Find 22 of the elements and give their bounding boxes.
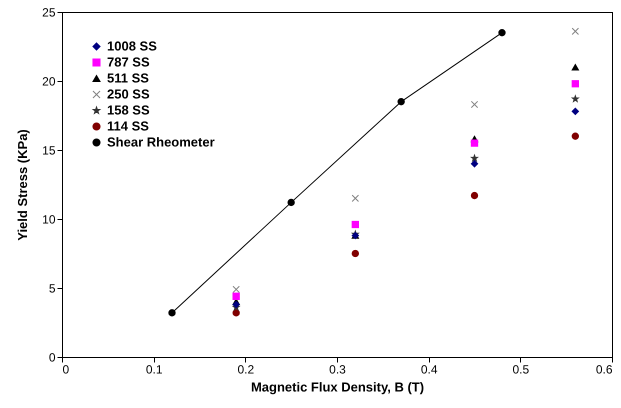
x-tick-label: 0.4 (420, 362, 438, 376)
x-tick-label: 0.3 (329, 362, 346, 376)
x-tick-label: 0.5 (512, 362, 530, 376)
legend-label: 787 SS (107, 54, 150, 70)
legend-label: 114 SS (107, 118, 150, 134)
y-tick-label: 0 (48, 350, 56, 364)
y-tick-label: 10 (42, 212, 56, 226)
x-tick-label: 0.2 (237, 362, 254, 376)
x-tick-label: 0.6 (596, 362, 613, 376)
x-tick-label: 0 (62, 362, 70, 376)
y-tick-label: 25 (42, 6, 56, 20)
legend-label: Shear Rheometer (107, 134, 215, 150)
x-axis-title: Magnetic Flux Density, B (T) (250, 380, 424, 394)
legend-label: 1008 SS (107, 38, 158, 54)
y-axis-title: Yield Stress (KPa) (15, 129, 30, 241)
y-tick-label: 15 (42, 144, 56, 158)
legend-label: 250 SS (107, 86, 150, 102)
y-tick-label: 5 (48, 282, 56, 296)
legend-label: 511 SS (107, 70, 150, 86)
legend-label: 158 SS (107, 102, 150, 118)
x-tick-label: 0.1 (146, 362, 163, 376)
y-tick-label: 20 (42, 74, 56, 88)
